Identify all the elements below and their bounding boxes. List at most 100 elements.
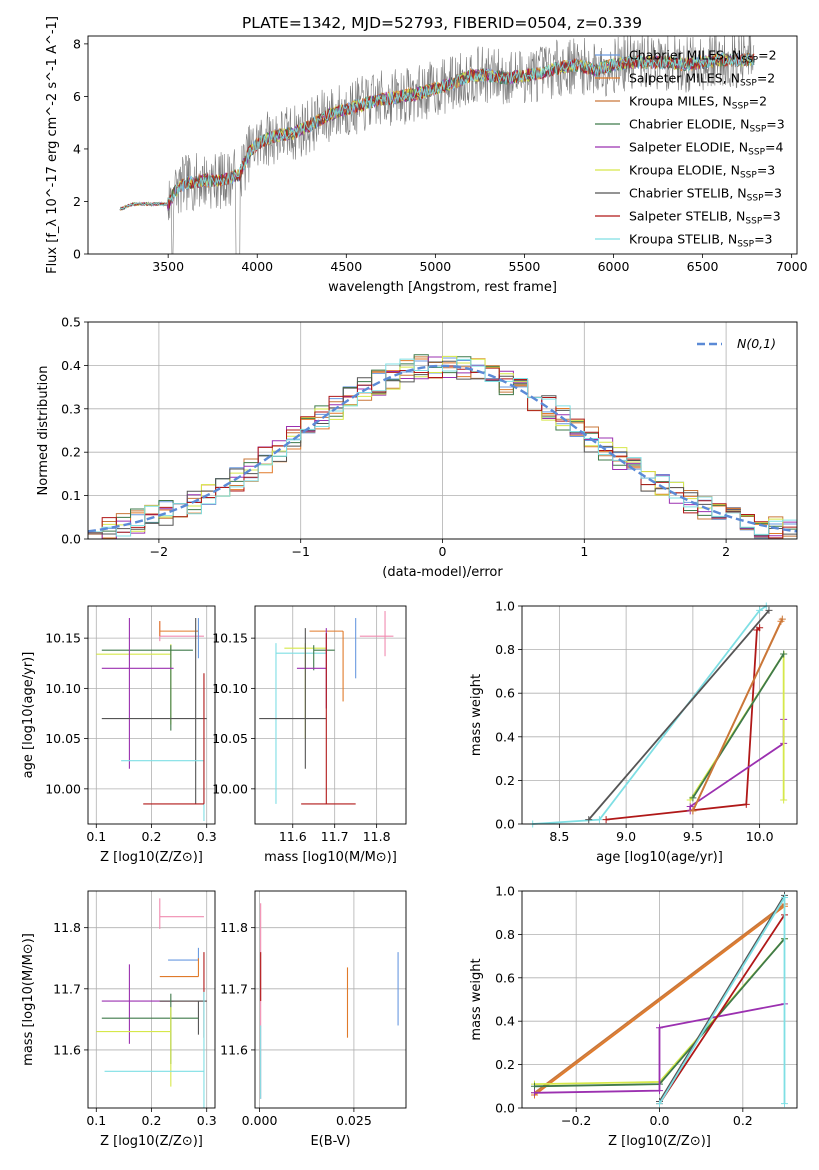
weight-marker [781,1100,788,1108]
axes-frame [254,890,407,1109]
x-axis-label: E(B-V) [310,1134,350,1149]
y-tick-label: 11.7 [53,981,81,996]
x-axis-label: age [log10(age/yr)] [596,850,723,865]
x-tick-label: 9.0 [616,829,636,844]
weight_vs_Z-lines [531,891,788,1108]
x-tick-label: 4500 [330,259,362,274]
y-axis-label: mass weight [469,958,484,1040]
weight-marker [656,1100,663,1108]
x-tick-label: 10.0 [746,829,774,844]
y-axis-label: mass [log10(M/M⊙)] [21,933,36,1066]
errorbar-salpeter-miles [159,621,199,637]
x-tick-label: 0.025 [336,1113,372,1128]
errorbar-kroupa-stelib [275,643,327,804]
weight-marker [689,794,697,802]
errorbar-salpeter-stelib [301,633,356,805]
y-axis-label: mass weight [469,674,484,756]
errorbar-chabrier-elodie [101,645,193,731]
y-tick-label: 0.6 [495,970,515,985]
y-tick-label: 0.5 [61,315,81,330]
y-tick-label: 0.6 [495,686,515,701]
model-kroupa-stelib [119,51,755,211]
axes-frame [87,890,216,1109]
x-axis-label: mass [log10(M/M⊙)] [264,850,397,865]
x-tick-label: 0.000 [242,1113,278,1128]
x-axis-label: (data-model)/error [382,565,503,580]
x-tick-label: −2 [150,544,168,559]
errorbar-chabrier-miles [168,947,199,961]
mass_vs_Z-points [96,898,207,1108]
weight-marker [531,1089,538,1097]
weight-line-kroupa-miles [692,618,784,812]
x-tick-label: 8.5 [549,829,569,844]
errorbar-kroupa-elodie [96,644,172,725]
weight-marker [656,1024,663,1032]
x-axis-label: Z [log10(Z/Z⊙)] [608,1134,711,1149]
y-tick-label: 0.1 [61,488,81,503]
normal-reference-curve [88,364,797,533]
x-tick-label: 0 [439,544,447,559]
spectrum-axes: 3500 4000 4500 5000 5500 6000 6500 7000 0 2 4 6 8 [73,36,808,274]
x-tick-label: 11.8 [363,829,391,844]
histogram-chabrier-stelib [88,360,797,536]
y-tick-label: 10.10 [45,681,81,696]
mass_vs_ebv-axes: 0.000 0.025 11.6 11.7 11.8 [220,891,406,1128]
x-tick-label: 9.5 [683,829,703,844]
weight-marker [595,816,603,824]
age_vs_Z-axes: 0.1 0.2 0.3 10.00 10.05 10.10 10.15 [45,606,217,844]
spectrum-lines [119,36,755,254]
y-tick-label: 11.8 [220,920,248,935]
y-tick-label: 0.0 [495,1101,515,1116]
y-tick-label: 0.2 [495,773,515,788]
x-tick-label: 7000 [776,259,808,274]
y-tick-label: 4 [73,141,81,156]
y-tick-label: 0.3 [61,401,81,416]
y-tick-label: 0 [73,247,81,262]
errorbar-chabrier-stelib [101,618,207,804]
weight-line-salpeter-elodie [534,1002,785,1094]
mass_vs_Z-axes: 0.1 0.2 0.3 11.6 11.7 11.8 [53,891,217,1128]
errorbar-chabrier-stelib [259,628,327,769]
legend-entry: Chabrier ELODIE, NSSP=3 [629,117,785,135]
y-tick-label: 1.0 [495,884,515,899]
x-tick-label: 2 [722,544,730,559]
weight-line-kroupa-stelib [658,894,786,1105]
axes-frame [87,35,798,255]
weight-marker [742,800,750,808]
weight-line-salpeter-miles [533,905,786,1096]
mass_vs_ebv-points [260,903,399,1099]
histogram-kroupa-stelib [88,358,797,537]
x-tick-label: 6000 [598,259,630,274]
weight-marker [686,803,694,811]
legend-entry: Kroupa MILES, NSSP=2 [629,94,767,112]
weight-line-chabrier-stelib [658,894,786,1102]
age_vs_Z-points [96,618,207,821]
legend-entry: Chabrier MILES, NSSP=2 [629,48,777,66]
errorbar-chabrier-elodie [101,993,199,1064]
x-tick-label: 11.7 [321,829,349,844]
y-tick-label: 8 [73,36,81,51]
weight-line-chabrier-elodie [692,653,785,799]
y-tick-label: 10.00 [212,781,248,796]
errorbar-kroupa-stelib [121,760,205,821]
y-tick-label: 11.6 [53,1042,81,1057]
errorbar-kroupa-elodie [96,1007,172,1087]
y-tick-label: 0.4 [495,1014,515,1029]
errorbar-salpeter-elodie [101,618,174,769]
axes-frame [521,890,798,1109]
legend: Chabrier MILES, NSSP=2 Salpeter MILES, NS… [595,48,785,250]
legend-entry: Salpeter STELIB, NSSP=3 [629,209,781,227]
axes-frame [254,605,407,825]
x-tick-label: 0.3 [197,829,217,844]
weight-line-kroupa-miles [533,903,786,1094]
x-tick-label: 0.3 [197,1113,217,1128]
axes-frame [87,321,798,540]
weight-marker [781,894,788,902]
y-tick-label: 0.8 [495,642,515,657]
x-tick-label: 1 [580,544,588,559]
errorbar-salpeter-elodie [296,628,327,709]
errorbar-kroupa-stelib [104,991,205,1108]
x-tick-label: 0.2 [142,829,162,844]
axes-frame [87,605,216,825]
